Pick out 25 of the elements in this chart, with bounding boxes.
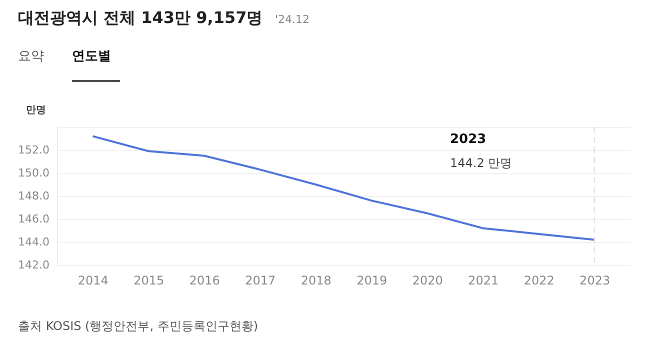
x-tick-label: 2019 <box>356 274 388 288</box>
x-tick-label: 2014 <box>78 274 108 288</box>
y-tick-label: 152.0 <box>18 144 50 156</box>
source-note: 출처 KOSIS (행정안전부, 주민등록인구현황) <box>18 319 258 333</box>
x-tick-label: 2016 <box>189 274 220 288</box>
y-tick-label: 144.0 <box>18 236 50 248</box>
annotation: 2023 <box>450 132 486 147</box>
x-tick-label: 2017 <box>245 274 276 288</box>
y-axis-title: 만명 <box>26 105 46 116</box>
y-tick-label: 146.0 <box>18 212 50 226</box>
x-tick-label: 2022 <box>524 274 554 288</box>
chart-title: 대전광역시 전체 143만 9,157명 <box>18 8 263 27</box>
line-series <box>92 135 596 241</box>
text: 연도별 <box>72 49 111 64</box>
x-tick-label: 2023 <box>580 274 610 288</box>
x-tick-label: 2015 <box>134 274 164 288</box>
text: '24.12 <box>275 13 310 26</box>
x-tick-label: 2020 <box>412 274 443 288</box>
y-tick-label: 148.0 <box>18 190 50 202</box>
x-tick-label: 2018 <box>300 274 332 288</box>
annotation: 144.2 만명 <box>450 156 512 170</box>
y-tick-label: 150.0 <box>18 166 50 180</box>
x-tick-label: 2021 <box>468 274 499 288</box>
y-tick-label: 142.0 <box>18 258 50 272</box>
text: 요약 <box>18 49 44 64</box>
